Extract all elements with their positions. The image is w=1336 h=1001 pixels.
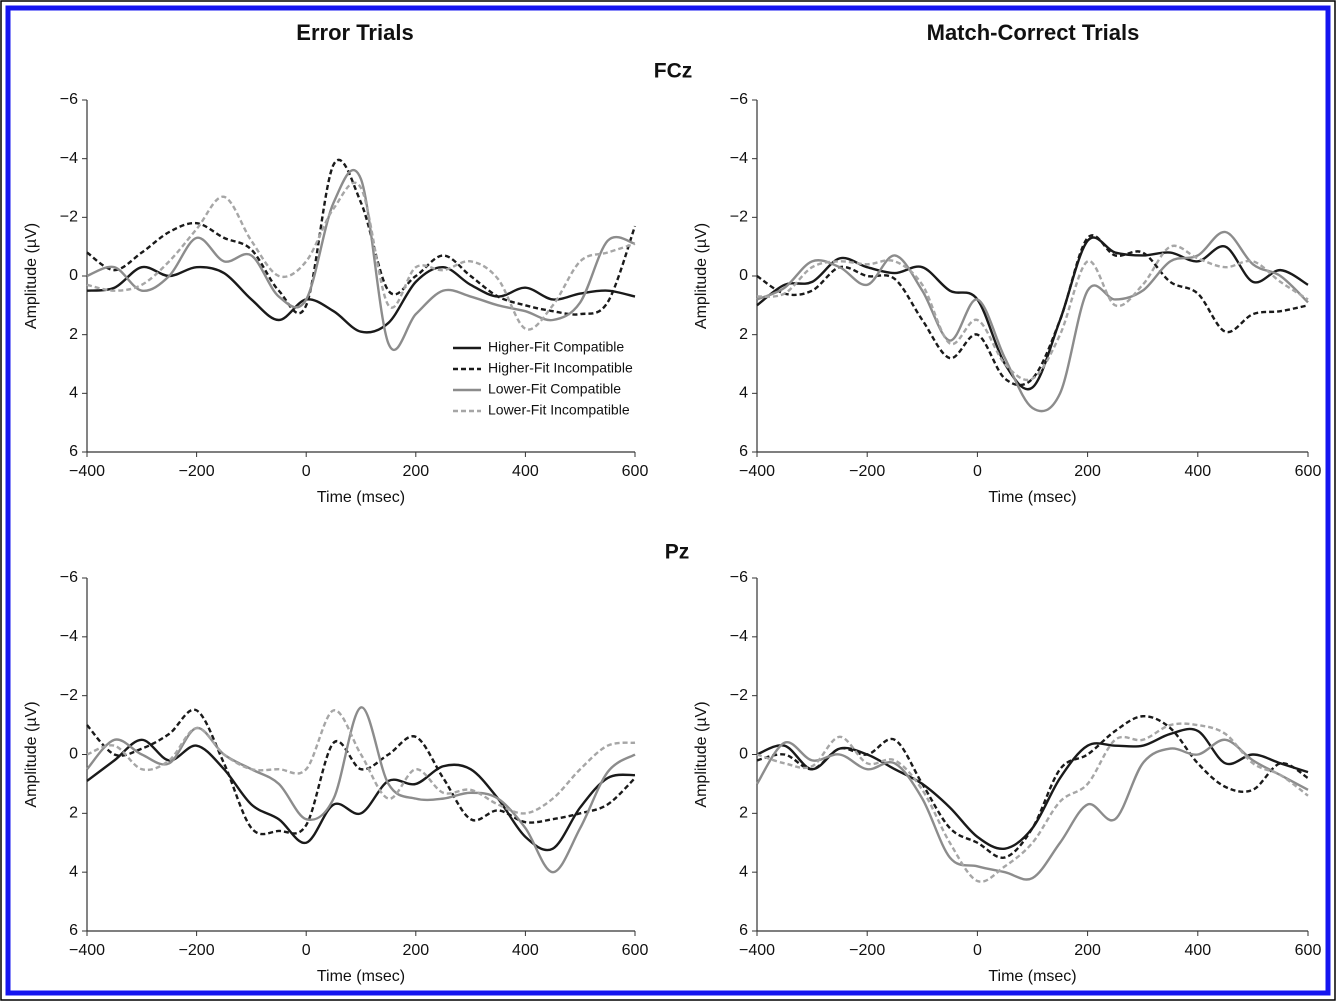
y-tick-label: 4 <box>69 863 78 880</box>
y-tick-label: 0 <box>69 746 78 763</box>
y-tick-label: −6 <box>730 569 748 586</box>
series-line <box>86 708 636 836</box>
row-title: FCz <box>654 60 693 83</box>
x-tick-label: −200 <box>179 942 215 959</box>
legend-label: Lower-Fit Compatible <box>488 381 621 397</box>
series-line <box>86 709 636 815</box>
y-tick-label: 4 <box>739 385 748 402</box>
x-axis-label: Time (msec) <box>317 968 405 985</box>
series-line <box>86 265 636 334</box>
x-tick-label: 0 <box>302 942 311 959</box>
x-tick-label: 0 <box>973 463 982 480</box>
series-line <box>756 244 1309 382</box>
x-tick-label: 0 <box>973 942 982 959</box>
y-tick-label: 6 <box>739 443 748 460</box>
y-axis-label: Amplitude (µV) <box>693 701 710 807</box>
x-tick-label: −200 <box>849 463 885 480</box>
x-tick-label: −400 <box>69 942 105 959</box>
y-tick-label: −6 <box>60 569 78 586</box>
x-tick-label: 200 <box>1074 942 1101 959</box>
y-tick-label: 4 <box>69 385 78 402</box>
series-line <box>756 727 1309 851</box>
y-tick-label: 2 <box>69 326 78 343</box>
y-tick-label: −4 <box>60 628 78 645</box>
series-line <box>86 181 636 331</box>
legend-label: Lower-Fit Incompatible <box>488 402 630 418</box>
series-line <box>86 706 636 874</box>
series-line <box>755 738 1309 881</box>
x-axis-label: Time (msec) <box>988 968 1076 985</box>
legend-label: Higher-Fit Compatible <box>488 339 624 355</box>
column-title: Match-Correct Trials <box>927 20 1140 45</box>
legend-label: Higher-Fit Incompatible <box>488 360 633 376</box>
y-tick-label: −4 <box>730 150 748 167</box>
y-tick-label: 2 <box>739 326 748 343</box>
x-tick-label: −400 <box>739 463 775 480</box>
x-tick-label: 200 <box>402 463 429 480</box>
y-tick-label: −2 <box>60 209 78 226</box>
row-title: Pz <box>665 541 690 564</box>
column-title: Error Trials <box>296 20 413 45</box>
x-tick-label: 200 <box>402 942 429 959</box>
y-tick-label: 4 <box>739 863 748 880</box>
y-tick-label: 0 <box>69 267 78 284</box>
frame-border <box>5 5 1331 996</box>
y-tick-label: −6 <box>730 91 748 108</box>
y-tick-label: −2 <box>730 687 748 704</box>
series-line <box>86 158 637 316</box>
x-tick-label: −400 <box>739 942 775 959</box>
x-tick-label: 400 <box>512 942 539 959</box>
series-line <box>86 169 636 352</box>
x-tick-label: 400 <box>1184 942 1211 959</box>
x-tick-label: 600 <box>1295 942 1322 959</box>
x-axis-label: Time (msec) <box>988 489 1076 506</box>
y-tick-label: 2 <box>739 805 748 822</box>
y-axis-label: Amplitude (µV) <box>23 701 40 807</box>
x-tick-label: −400 <box>69 463 105 480</box>
x-tick-label: −200 <box>179 463 215 480</box>
y-tick-label: −6 <box>60 91 78 108</box>
y-tick-label: 2 <box>69 805 78 822</box>
series-line <box>86 738 636 852</box>
y-axis-label: Amplitude (µV) <box>23 223 40 329</box>
y-tick-label: 0 <box>739 746 748 763</box>
y-tick-label: −4 <box>60 150 78 167</box>
series-line <box>756 722 1309 883</box>
y-tick-label: −2 <box>60 687 78 704</box>
y-axis-label: Amplitude (µV) <box>693 223 710 329</box>
x-tick-label: 600 <box>622 463 649 480</box>
x-axis-label: Time (msec) <box>317 489 405 506</box>
y-tick-label: −4 <box>730 628 748 645</box>
x-tick-label: 200 <box>1074 463 1101 480</box>
series-line <box>756 236 1309 391</box>
x-tick-label: 600 <box>1295 463 1322 480</box>
y-tick-label: −2 <box>730 209 748 226</box>
x-tick-label: −200 <box>849 942 885 959</box>
y-tick-label: 6 <box>69 443 78 460</box>
x-tick-label: 400 <box>512 463 539 480</box>
y-tick-label: 0 <box>739 267 748 284</box>
x-tick-label: 600 <box>622 942 649 959</box>
y-tick-label: 6 <box>69 922 78 939</box>
y-tick-label: 6 <box>739 922 748 939</box>
x-tick-label: 400 <box>1184 463 1211 480</box>
x-tick-label: 0 <box>302 463 311 480</box>
series-line <box>756 230 1309 413</box>
